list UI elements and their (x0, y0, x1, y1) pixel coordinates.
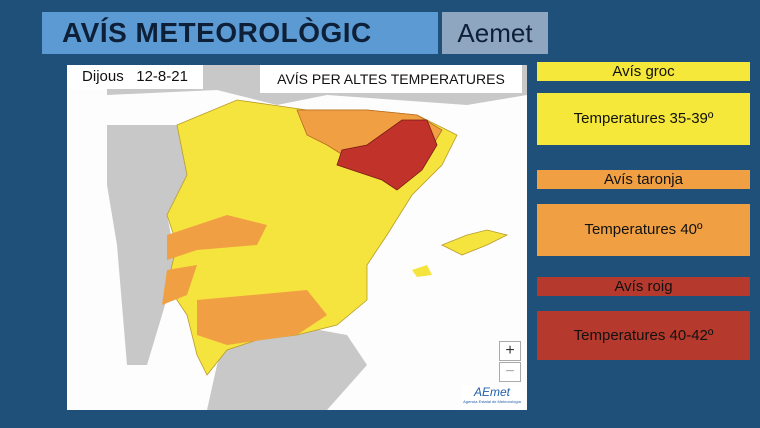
region-orange (197, 290, 327, 345)
legend-range: Temperatures 40-42º (537, 311, 750, 360)
zoom-in[interactable]: + (499, 341, 521, 361)
region-red (336, 119, 438, 191)
balearics (441, 229, 509, 256)
date: 12-8-21 (136, 68, 188, 85)
logo: AEmet Agencia Estatal de Meteorología (461, 385, 523, 409)
legend-level: Avís taronja (537, 170, 750, 189)
legend-range: Temperatures 40º (537, 204, 750, 256)
zoom-out[interactable]: − (499, 362, 521, 382)
balearics (412, 265, 432, 277)
map-heading: AVÍS PER ALTES TEMPERATURES (260, 65, 522, 93)
day: Dijous (82, 68, 124, 85)
portugal (107, 125, 187, 365)
region-orange (162, 265, 197, 305)
legend-level: Avís roig (537, 277, 750, 296)
legend-level: Avís groc (537, 62, 750, 81)
logo-text: AEmet (473, 385, 510, 399)
brand: Aemet (442, 12, 548, 54)
region-orange (167, 215, 267, 260)
title: AVÍS METEOROLÒGIC (42, 12, 438, 54)
map (67, 65, 527, 410)
logo-subtitle: Agencia Estatal de Meteorología (463, 399, 521, 404)
legend-range: Temperatures 35-39º (537, 93, 750, 145)
date-label: Dijous 12-8-21 (67, 65, 203, 89)
map-panel: Dijous 12-8-21 AVÍS PER ALTES TEMPERATUR… (67, 65, 527, 410)
